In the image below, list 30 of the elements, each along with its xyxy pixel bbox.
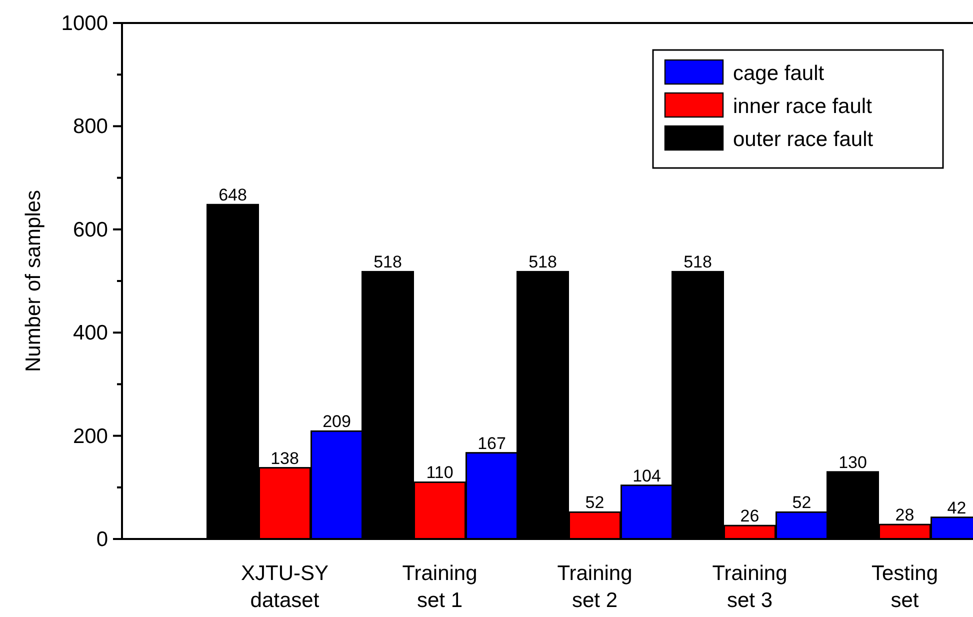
data-label: 52 xyxy=(792,493,812,512)
x-tick-label: XJTU-SY dataset xyxy=(240,562,329,612)
data-label: 648 xyxy=(218,186,247,205)
y-tick-label: 200 xyxy=(72,424,108,448)
y-axis-title: Number of samples xyxy=(22,190,45,372)
legend-label: cage fault xyxy=(733,62,824,85)
y-tick-label: 800 xyxy=(72,115,108,138)
x-tick-label: Training set 3 xyxy=(712,562,788,612)
data-label: 518 xyxy=(528,252,557,272)
data-label: 28 xyxy=(895,506,914,525)
y-tick-label: 600 xyxy=(72,218,108,242)
data-label: 518 xyxy=(374,252,402,272)
y-tick-label: 0 xyxy=(96,528,108,551)
data-label: 167 xyxy=(478,434,506,453)
x-tick-label: Testing set xyxy=(871,562,938,612)
data-label: 52 xyxy=(585,493,604,512)
data-label: 26 xyxy=(740,506,760,526)
x-tick-label: Training set 1 xyxy=(402,562,478,612)
legend-label: outer race fault xyxy=(733,128,874,151)
y-tick-label: 1000 xyxy=(61,12,108,35)
data-label: 42 xyxy=(947,498,966,518)
legend-label: inner race fault xyxy=(733,95,872,118)
y-tick-label: 400 xyxy=(72,322,108,345)
data-label: 209 xyxy=(322,412,351,432)
x-tick-label: Training set 2 xyxy=(557,562,632,612)
data-label: 110 xyxy=(426,463,454,482)
data-label: 130 xyxy=(838,452,867,472)
data-label: 138 xyxy=(270,448,299,468)
data-label: 104 xyxy=(632,466,661,486)
data-label: 518 xyxy=(684,252,712,272)
